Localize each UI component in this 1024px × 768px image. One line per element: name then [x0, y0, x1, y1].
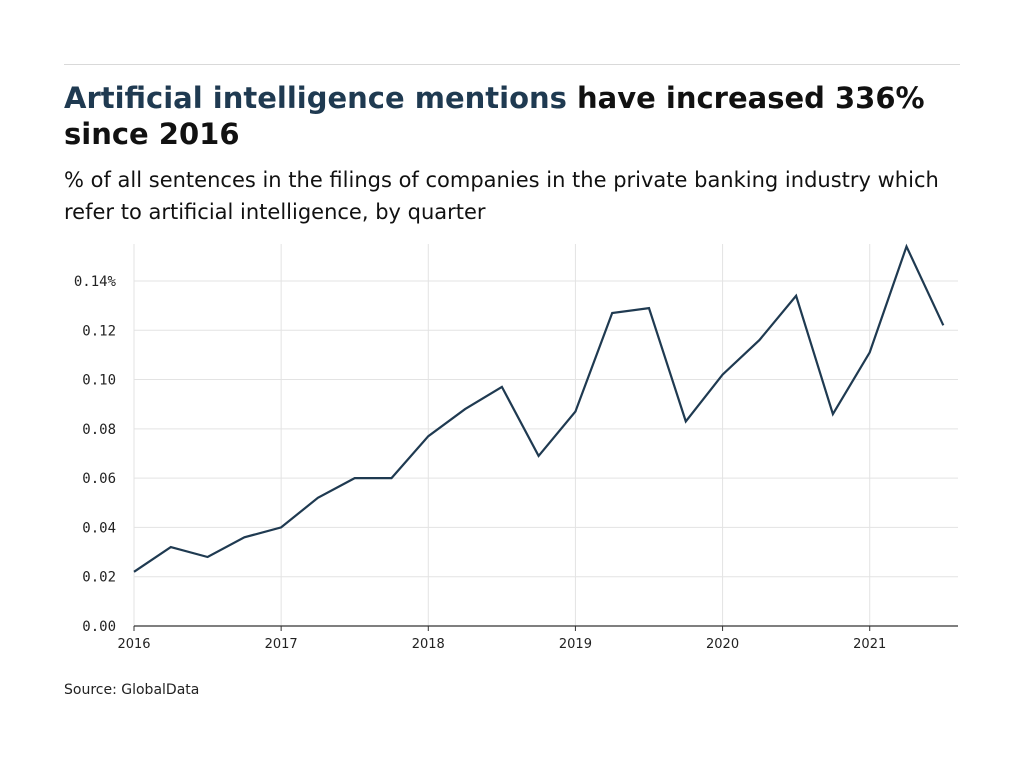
- chart-title: Artificial intelligence mentions have in…: [64, 80, 960, 152]
- chart-title-highlight: Artificial intelligence mentions: [64, 81, 567, 115]
- source-note: Source: GlobalData: [64, 682, 200, 698]
- x-tick-label-2018: 2018: [412, 637, 445, 652]
- x-tick-label-2016: 2016: [117, 637, 150, 652]
- x-tick-label-2021: 2021: [853, 637, 886, 652]
- y-tick-label-0: 0.00: [82, 619, 116, 635]
- chart-subtitle: % of all sentences in the filings of com…: [64, 168, 939, 224]
- y-tick-label-6: 0.12: [82, 323, 116, 339]
- y-tick-label-2: 0.04: [82, 520, 116, 536]
- x-tick-label-2019: 2019: [559, 637, 592, 652]
- x-tick-label-2020: 2020: [706, 637, 739, 652]
- y-tick-label-1: 0.02: [82, 570, 116, 586]
- y-tick-label-4: 0.08: [82, 422, 116, 438]
- data-series: [133, 243, 945, 573]
- chart-title-rest: have increased 336% since 2016: [64, 81, 925, 151]
- y-tick-label-5: 0.10: [82, 373, 116, 389]
- grid-lines: [133, 244, 958, 626]
- top-divider: [64, 64, 960, 65]
- axes: [133, 625, 958, 631]
- x-tick-label-2017: 2017: [265, 637, 298, 652]
- series-line-0: [133, 243, 945, 573]
- y-tick-label-7: 0.14%: [74, 274, 117, 290]
- tick-labels: 2016 2017 2018 2019 2020 2021 0.00 0.02 0.04 0.06…: [74, 274, 886, 652]
- y-tick-label-3: 0.06: [82, 471, 116, 487]
